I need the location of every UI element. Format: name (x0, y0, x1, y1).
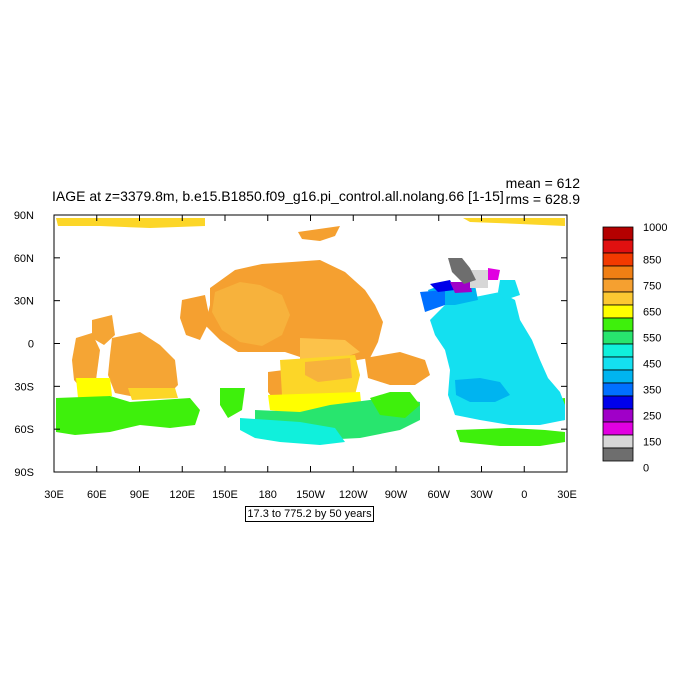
colorbar-swatch (602, 369, 634, 384)
colorbar-label: 850 (643, 255, 661, 267)
colorbar-swatch (602, 304, 634, 319)
colorbar-label: 650 (643, 307, 661, 319)
contour-caption: 17.3 to 775.2 by 50 years (245, 506, 374, 522)
colorbar-swatch (602, 447, 634, 462)
x-tick-label: 0 (521, 489, 527, 501)
x-axis: 30E 60E 90E 120E 150E 180 150W 120W 90W 60W 30W 0 30… (44, 215, 577, 501)
x-tick-label: 90E (130, 489, 150, 501)
pacific-light-west (212, 282, 290, 346)
atlantic-blue (420, 290, 445, 312)
colorbar-swatch (602, 226, 634, 241)
south-pacific-orange (305, 358, 352, 382)
colorbar-swatch (602, 395, 634, 410)
south-pacific-east (365, 352, 430, 385)
indian-yellow (76, 378, 112, 398)
atlantic-magenta (488, 268, 500, 280)
colorbar-label: 0 (643, 463, 649, 475)
arctic-strip-east (463, 218, 565, 226)
southern-green-mid (220, 388, 245, 418)
atlantic-navy (430, 280, 455, 292)
colorbar-swatch (602, 434, 634, 449)
colorbar-swatch (602, 278, 634, 293)
arctic-patch (298, 226, 340, 241)
y-tick-label: 30S (14, 381, 34, 393)
colorbar-swatch (602, 343, 634, 358)
colorbar-label: 250 (643, 411, 661, 423)
colorbar-swatch (602, 408, 634, 423)
north-east-cyan (498, 280, 520, 300)
colorbar-swatch (602, 265, 634, 280)
west-pacific-islands (180, 295, 210, 340)
colorbar-label: 350 (643, 385, 661, 397)
arctic-strip-west (56, 218, 205, 228)
x-tick-label: 60W (427, 489, 450, 501)
field-layer (56, 218, 565, 446)
colorbar-swatch (602, 421, 634, 436)
nordic-grey-light (470, 270, 488, 288)
southern-mint-2 (370, 392, 420, 418)
colorbar-label: 450 (643, 359, 661, 371)
southern-cyan (240, 418, 345, 445)
colorbar-swatch (602, 382, 634, 397)
x-tick-label: 30E (557, 489, 577, 501)
indian-west (72, 333, 100, 392)
colorbar-swatch (602, 317, 634, 332)
y-tick-label: 0 (28, 339, 34, 351)
colorbar-label: 1000 (643, 222, 667, 234)
atlantic-purple (450, 282, 472, 293)
x-tick-label: 150W (296, 489, 325, 501)
colorbar-swatch (602, 291, 634, 306)
x-tick-label: 60E (87, 489, 107, 501)
indian-ocean (108, 332, 178, 398)
x-tick-label: 180 (259, 489, 277, 501)
mean-stat: mean = 612 (506, 175, 581, 191)
x-tick-label: 30W (470, 489, 493, 501)
indian-north (92, 315, 115, 345)
x-tick-label: 150E (212, 489, 238, 501)
x-tick-label: 120W (339, 489, 368, 501)
colorbar-label: 550 (643, 333, 661, 345)
y-tick-label: 90S (14, 467, 34, 479)
nordic-grey-dark (448, 258, 476, 284)
x-tick-label: 90W (385, 489, 408, 501)
colorbar-swatch (602, 356, 634, 371)
chart-title: IAGE at z=3379.8m, b.e15.B1850.f09_g16.p… (52, 188, 504, 204)
atlantic-south-blue (455, 378, 510, 402)
y-axis: 90N 60N 30N 0 30S 60S 90S (14, 210, 567, 479)
colorbar-label: 150 (643, 437, 661, 449)
y-tick-label: 60S (14, 424, 34, 436)
y-tick-label: 90N (14, 210, 34, 222)
rms-stat: rms = 628.9 (506, 191, 581, 207)
atlantic (430, 292, 565, 425)
colorbar-swatch (602, 252, 634, 267)
southern-far-green (456, 428, 565, 446)
colorbar: 1000 850 750 650 550 450 350 250 150 0 (602, 222, 667, 475)
x-tick-label: 120E (169, 489, 195, 501)
x-tick-label: 30E (44, 489, 64, 501)
y-tick-label: 30N (14, 296, 34, 308)
colorbar-swatch (602, 239, 634, 254)
colorbar-label: 750 (643, 281, 661, 293)
indian-south-yellow (128, 388, 178, 400)
y-tick-label: 60N (14, 253, 34, 265)
colorbar-swatch (602, 330, 634, 345)
southern-green-west (56, 396, 200, 435)
